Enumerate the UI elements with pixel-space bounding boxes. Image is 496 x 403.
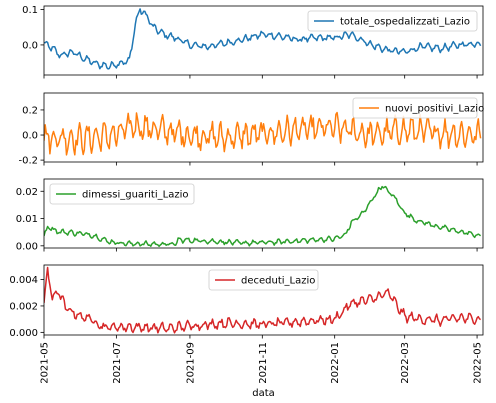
panel-3: 0.00 0.01 0.02 dimessi_guariti_Lazio bbox=[16, 178, 484, 252]
x-tick-label: 2022-03 bbox=[400, 342, 411, 384]
y-tick-label: 0.0 bbox=[22, 40, 38, 51]
y-tick-label: 0.2 bbox=[22, 105, 38, 116]
x-axis-label: data bbox=[252, 388, 275, 399]
legend-label: totale_ospedalizzati_Lazio bbox=[340, 17, 470, 28]
axes-frame bbox=[43, 264, 484, 336]
series-line-totale_ospedalizzati_Lazio bbox=[44, 8, 482, 70]
y-tick-label: 0.00 bbox=[16, 241, 38, 252]
series-line-dimessi_guariti_Lazio bbox=[44, 185, 482, 248]
x-tick-label: 2021-05 bbox=[40, 342, 51, 384]
y-tick-label: 0.1 bbox=[22, 5, 38, 16]
x-tick-label: 2021-09 bbox=[185, 342, 196, 384]
legend-box bbox=[352, 97, 478, 119]
axes-frame bbox=[43, 5, 484, 76]
series-line-nuovi_positivi_Lazio bbox=[44, 111, 482, 156]
legend: dimessi_guariti_Lazio bbox=[49, 183, 195, 205]
y-tick-label: 0.01 bbox=[16, 214, 38, 225]
x-tick-label: 2021-07 bbox=[112, 342, 123, 384]
legend-box bbox=[208, 269, 319, 291]
y-tick-label: 0.02 bbox=[16, 187, 38, 198]
panel-2: -0.2 0.0 0.2 nuovi_positivi_Lazio bbox=[18, 92, 484, 167]
legend: nuovi_positivi_Lazio bbox=[352, 97, 484, 119]
x-tick-label: 2021-11 bbox=[258, 342, 269, 384]
y-tick-label: 0.0 bbox=[22, 131, 38, 142]
series-line-deceduti_Lazio bbox=[44, 266, 482, 334]
y-tick-label: 0.004 bbox=[9, 275, 38, 286]
legend-box bbox=[49, 183, 195, 205]
x-tick-label: 2022-01 bbox=[330, 342, 341, 384]
legend-box bbox=[307, 10, 478, 32]
legend: deceduti_Lazio bbox=[208, 269, 319, 291]
panel-1: 0.0 0.1 totale_ospedalizzati_Lazio bbox=[22, 5, 484, 79]
legend-label: dimessi_guariti_Lazio bbox=[82, 190, 188, 201]
axes-frame bbox=[43, 92, 484, 163]
panel-4: 0.000 0.002 0.004 deceduti_Lazio bbox=[9, 264, 484, 339]
y-tick-label: -0.2 bbox=[18, 156, 38, 167]
legend: totale_ospedalizzati_Lazio bbox=[307, 10, 478, 32]
axes-frame bbox=[43, 178, 484, 249]
legend-label: nuovi_positivi_Lazio bbox=[385, 104, 484, 115]
y-tick-label: 0.002 bbox=[9, 301, 38, 312]
x-tick-label: 2022-05 bbox=[473, 342, 484, 384]
y-tick-label: 0.000 bbox=[9, 328, 38, 339]
legend-label: deceduti_Lazio bbox=[241, 276, 315, 287]
